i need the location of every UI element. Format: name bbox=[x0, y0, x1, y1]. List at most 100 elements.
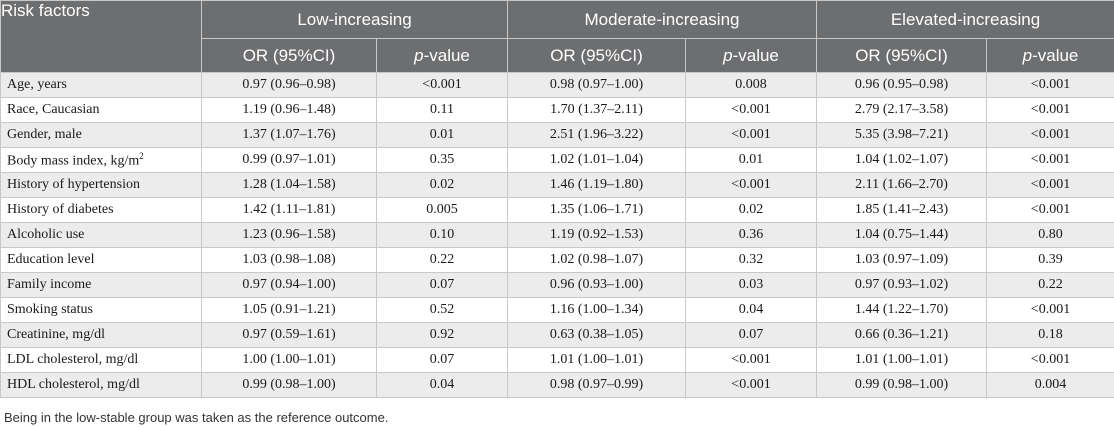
p-value-cell: <0.001 bbox=[685, 347, 817, 373]
table-row: Family income 0.97 (0.94–1.00) 0.07 0.96 (0… bbox=[0, 272, 1114, 298]
or-cell: 0.97 (0.94–1.00) bbox=[201, 272, 377, 298]
or-cell: 1.44 (1.22–1.70) bbox=[816, 297, 987, 323]
risk-factor-label: History of hypertension bbox=[0, 172, 202, 198]
or-cell: 1.35 (1.06–1.71) bbox=[507, 197, 686, 223]
p-value-cell: <0.001 bbox=[376, 72, 508, 98]
odds-ratio-table: Risk factors Low-increasing Moderate-inc… bbox=[0, 0, 1114, 398]
or-header: OR (95%CI) bbox=[201, 38, 377, 73]
p-value-cell: <0.001 bbox=[685, 372, 817, 398]
risk-factor-label: History of diabetes bbox=[0, 197, 202, 223]
table-row: LDL cholesterol, mg/dl 1.00 (1.00–1.01) 0.… bbox=[0, 347, 1114, 373]
header-row-metrics: OR (95%CI) p-value OR (95%CI) p-value OR… bbox=[1, 38, 1114, 73]
p-value-header: p-value bbox=[376, 38, 508, 73]
p-value-cell: 0.92 bbox=[376, 322, 508, 348]
p-value-cell: 0.22 bbox=[986, 272, 1114, 298]
p-value-cell: 0.80 bbox=[986, 222, 1114, 248]
p-value-cell: 0.18 bbox=[986, 322, 1114, 348]
p-value-cell: 0.11 bbox=[376, 97, 508, 123]
or-cell: 1.01 (1.00–1.01) bbox=[507, 347, 686, 373]
p-value-cell: 0.02 bbox=[685, 197, 817, 223]
or-cell: 1.46 (1.19–1.80) bbox=[507, 172, 686, 198]
risk-factor-label: Family income bbox=[0, 272, 202, 298]
table-row: Age, years 0.97 (0.96–0.98) <0.001 0.98 (0.… bbox=[0, 72, 1114, 98]
or-cell: 0.97 (0.59–1.61) bbox=[201, 322, 377, 348]
or-cell: 1.05 (0.91–1.21) bbox=[201, 297, 377, 323]
risk-factor-label: LDL cholesterol, mg/dl bbox=[0, 347, 202, 373]
or-cell: 1.04 (1.02–1.07) bbox=[816, 147, 987, 173]
p-value-cell: 0.10 bbox=[376, 222, 508, 248]
p-value-cell: <0.001 bbox=[685, 97, 817, 123]
or-cell: 1.37 (1.07–1.76) bbox=[201, 122, 377, 148]
or-cell: 1.42 (1.11–1.81) bbox=[201, 197, 377, 223]
group-header-low-increasing: Low-increasing bbox=[201, 0, 508, 39]
or-cell: 1.28 (1.04–1.58) bbox=[201, 172, 377, 198]
or-cell: 1.03 (0.98–1.08) bbox=[201, 247, 377, 273]
group-header-elevated-increasing: Elevated-increasing bbox=[816, 0, 1114, 39]
risk-factor-label: Gender, male bbox=[0, 122, 202, 148]
p-value-cell: <0.001 bbox=[986, 97, 1114, 123]
or-cell: 1.70 (1.37–2.11) bbox=[507, 97, 686, 123]
table-row: Gender, male 1.37 (1.07–1.76) 0.01 2.51 (1.… bbox=[0, 122, 1114, 148]
or-cell: 2.51 (1.96–3.22) bbox=[507, 122, 686, 148]
table-row: Alcoholic use 1.23 (0.96–1.58) 0.10 1.19 (0… bbox=[0, 222, 1114, 248]
p-value-cell: 0.07 bbox=[685, 322, 817, 348]
or-cell: 1.00 (1.00–1.01) bbox=[201, 347, 377, 373]
p-value-cell: 0.07 bbox=[376, 347, 508, 373]
p-value-cell: 0.03 bbox=[685, 272, 817, 298]
risk-factor-label: Race, Caucasian bbox=[0, 97, 202, 123]
header-row-groups: Risk factors Low-increasing Moderate-inc… bbox=[0, 0, 1114, 73]
or-cell: 5.35 (3.98–7.21) bbox=[816, 122, 987, 148]
p-value-cell: <0.001 bbox=[986, 147, 1114, 173]
or-cell: 2.79 (2.17–3.58) bbox=[816, 97, 987, 123]
p-value-cell: 0.01 bbox=[376, 122, 508, 148]
or-cell: 0.99 (0.97–1.01) bbox=[201, 147, 377, 173]
table-footnote: Being in the low-stable group was taken … bbox=[4, 410, 389, 425]
p-value-cell: 0.01 bbox=[685, 147, 817, 173]
p-value-cell: 0.02 bbox=[376, 172, 508, 198]
p-value-cell: 0.008 bbox=[685, 72, 817, 98]
table-row: Body mass index, kg/m2 0.99 (0.97–1.01) 0.… bbox=[0, 147, 1114, 173]
or-cell: 0.98 (0.97–1.00) bbox=[507, 72, 686, 98]
or-cell: 1.16 (1.00–1.34) bbox=[507, 297, 686, 323]
or-cell: 0.99 (0.98–1.00) bbox=[201, 372, 377, 398]
p-value-cell: 0.32 bbox=[685, 247, 817, 273]
p-value-cell: 0.07 bbox=[376, 272, 508, 298]
or-cell: 0.98 (0.97–0.99) bbox=[507, 372, 686, 398]
table-row: Race, Caucasian 1.19 (0.96–1.48) 0.11 1.70 … bbox=[0, 97, 1114, 123]
p-value-cell: 0.04 bbox=[376, 372, 508, 398]
p-value-cell: <0.001 bbox=[986, 297, 1114, 323]
p-value-cell: <0.001 bbox=[986, 172, 1114, 198]
or-cell: 0.97 (0.93–1.02) bbox=[816, 272, 987, 298]
p-value-cell: <0.001 bbox=[986, 347, 1114, 373]
or-cell: 0.66 (0.36–1.21) bbox=[816, 322, 987, 348]
or-cell: 1.02 (1.01–1.04) bbox=[507, 147, 686, 173]
table-row: Creatinine, mg/dl 0.97 (0.59–1.61) 0.92 0.6… bbox=[0, 322, 1114, 348]
or-cell: 0.99 (0.98–1.00) bbox=[816, 372, 987, 398]
risk-factor-label: Education level bbox=[0, 247, 202, 273]
risk-factor-label: Creatinine, mg/dl bbox=[0, 322, 202, 348]
table-row: Education level 1.03 (0.98–1.08) 0.22 1.02 … bbox=[0, 247, 1114, 273]
or-header: OR (95%CI) bbox=[507, 38, 686, 73]
table-row: Smoking status 1.05 (0.91–1.21) 0.52 1.16 (… bbox=[0, 297, 1114, 323]
or-cell: 1.03 (0.97–1.09) bbox=[816, 247, 987, 273]
p-value-cell: 0.005 bbox=[376, 197, 508, 223]
risk-factor-label: HDL cholesterol, mg/dl bbox=[0, 372, 202, 398]
group-header-moderate-increasing: Moderate-increasing bbox=[507, 0, 817, 39]
risk-factor-label: Alcoholic use bbox=[0, 222, 202, 248]
or-header: OR (95%CI) bbox=[816, 38, 987, 73]
or-cell: 1.04 (0.75–1.44) bbox=[816, 222, 987, 248]
risk-factor-label: Body mass index, kg/m2 bbox=[0, 147, 202, 173]
p-value-cell: 0.39 bbox=[986, 247, 1114, 273]
p-value-cell: <0.001 bbox=[986, 197, 1114, 223]
p-value-cell: 0.004 bbox=[986, 372, 1114, 398]
table-row: History of hypertension 1.28 (1.04–1.58) 0… bbox=[0, 172, 1114, 198]
p-value-header: p-value bbox=[986, 38, 1114, 73]
p-value-cell: <0.001 bbox=[986, 122, 1114, 148]
or-cell: 2.11 (1.66–2.70) bbox=[816, 172, 987, 198]
or-cell: 1.19 (0.96–1.48) bbox=[201, 97, 377, 123]
table-body: Age, years 0.97 (0.96–0.98) <0.001 0.98 (0.… bbox=[0, 72, 1114, 398]
or-cell: 0.96 (0.95–0.98) bbox=[816, 72, 987, 98]
p-value-cell: <0.001 bbox=[685, 122, 817, 148]
or-cell: 1.23 (0.96–1.58) bbox=[201, 222, 377, 248]
p-value-cell: <0.001 bbox=[986, 72, 1114, 98]
